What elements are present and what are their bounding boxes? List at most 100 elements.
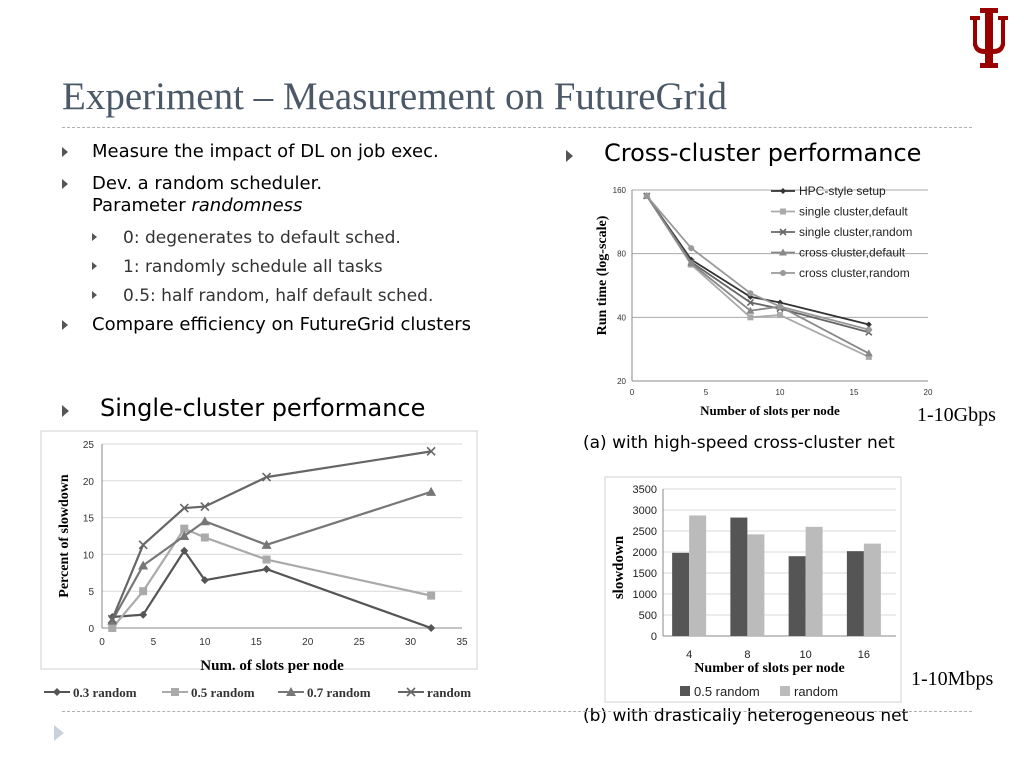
data-point xyxy=(180,524,189,533)
y-tick-label: 15 xyxy=(83,514,95,525)
bullet-item: Measure the impact of DL on job exec. xyxy=(62,141,542,163)
heterogeneous-net-chart: 0 500 1000 1500 2000 2500 3000 3500 4 8 10 16 Number… xyxy=(604,476,902,703)
bullet-text: Compare efficiency on FutureGrid cluster… xyxy=(92,314,472,335)
y-tick-label: 20 xyxy=(617,377,626,386)
legend-label: cross cluster,random xyxy=(799,266,910,280)
data-point xyxy=(171,688,179,696)
legend-label: random xyxy=(794,684,838,699)
bar xyxy=(672,552,690,636)
data-point xyxy=(53,688,61,696)
y-tick-label: 25 xyxy=(83,440,95,451)
caption-b: (b) with drastically heterogeneous net xyxy=(583,706,909,726)
sub-bullet-arrow-icon xyxy=(92,291,97,299)
data-point xyxy=(180,546,189,555)
data-point xyxy=(865,321,872,328)
data-point xyxy=(864,349,873,357)
bullet-text: Dev. a random scheduler. xyxy=(92,173,323,194)
data-point xyxy=(138,560,149,570)
data-point xyxy=(261,539,272,549)
footer-divider xyxy=(62,711,972,712)
x-tick-label: 0 xyxy=(99,637,105,648)
data-point xyxy=(200,533,209,542)
heading-text: Single-cluster performance xyxy=(100,394,426,422)
sub-bullet-item: 0.5: half random, half default sched. xyxy=(92,285,542,307)
data-point xyxy=(200,576,209,585)
legend-label: single cluster,default xyxy=(799,205,908,219)
title-divider xyxy=(62,127,972,128)
data-point xyxy=(262,472,272,482)
sub-bullet-arrow-icon xyxy=(92,233,97,241)
data-point xyxy=(687,259,696,267)
y-tick-label: 3500 xyxy=(633,484,657,496)
y-tick-label: 5 xyxy=(88,587,94,598)
legend-swatch xyxy=(680,686,690,696)
bullet-arrow-icon xyxy=(62,147,68,157)
x-axis-label: Number of slots per node xyxy=(700,403,840,418)
sub-bullet-arrow-icon xyxy=(92,262,97,270)
data-point xyxy=(777,312,783,319)
bar xyxy=(863,543,881,636)
data-point xyxy=(200,501,210,512)
y-axis-label: Run time (log-scale) xyxy=(595,215,610,335)
y-tick-label: 3000 xyxy=(633,505,657,517)
y-tick-label: 2500 xyxy=(633,526,657,538)
bar xyxy=(846,551,864,636)
legend-swatch xyxy=(780,686,790,696)
x-tick-label: 20 xyxy=(924,388,933,397)
x-tick-label: 15 xyxy=(850,388,859,397)
cross-cluster-heading: Cross-cluster performance xyxy=(566,139,921,167)
data-point xyxy=(779,228,787,236)
data-point xyxy=(107,614,117,624)
bar xyxy=(689,515,707,636)
iu-logo-icon xyxy=(970,8,1008,68)
series-line xyxy=(111,527,432,629)
heading-arrow-icon xyxy=(62,405,69,417)
y-tick-label: 0 xyxy=(651,631,657,643)
x-tick-label: 16 xyxy=(858,649,870,661)
nav-arrow-icon[interactable] xyxy=(52,723,66,743)
bullet-item: Dev. a random scheduler. Parameter rando… xyxy=(62,173,542,217)
cross-cluster-chart: 20 40 80 160 0 5 10 15 20 Number of slots per nod… xyxy=(595,184,933,418)
single-cluster-chart: 0 5 10 15 20 25 0 5 10 15 20 25 30 35 Num. of slots pe… xyxy=(40,430,478,700)
data-point xyxy=(139,587,148,596)
data-point xyxy=(746,298,754,307)
data-point xyxy=(777,303,783,310)
legend-label: cross cluster,default xyxy=(799,246,906,260)
y-tick-label: 0 xyxy=(88,624,94,635)
x-tick-label: 5 xyxy=(151,637,157,648)
legend-label: 0.5 random xyxy=(694,684,760,699)
data-point xyxy=(780,208,786,215)
heading-text: Cross-cluster performance xyxy=(604,139,922,167)
bar xyxy=(730,517,748,636)
x-tick-label: 10 xyxy=(199,637,211,648)
y-tick-label: 80 xyxy=(617,250,626,259)
data-point xyxy=(747,290,754,297)
legend-label: 0.3 random xyxy=(73,685,137,700)
heading-arrow-icon xyxy=(566,150,573,162)
data-point xyxy=(138,540,148,550)
data-point xyxy=(199,516,210,526)
series-line xyxy=(111,490,432,622)
y-axis-label: Percent of slowdown xyxy=(57,474,72,598)
x-tick-label: 15 xyxy=(251,637,263,648)
y-tick-label: 40 xyxy=(617,313,626,322)
x-axis-label: Num. of slots per node xyxy=(200,658,344,674)
caption-a: (a) with high-speed cross-cluster net xyxy=(583,433,895,453)
x-tick-label: 0 xyxy=(630,388,635,397)
data-point xyxy=(286,687,296,696)
legend-label: 0.5 random xyxy=(191,685,255,700)
x-tick-label: 8 xyxy=(744,649,750,661)
data-point xyxy=(179,531,190,540)
sub-bullet-item: 1: randomly schedule all tasks xyxy=(92,256,542,278)
data-point xyxy=(780,188,786,194)
y-tick-label: 500 xyxy=(639,610,657,622)
x-tick-label: 30 xyxy=(405,637,417,648)
data-point xyxy=(747,314,754,321)
data-point xyxy=(262,555,271,564)
data-point xyxy=(643,192,650,199)
data-point xyxy=(865,353,872,360)
data-point xyxy=(426,446,436,456)
bar xyxy=(788,556,806,636)
sub-bullet-item: 0: degenerates to default sched. xyxy=(92,227,542,249)
y-tick-label: 160 xyxy=(613,186,627,195)
